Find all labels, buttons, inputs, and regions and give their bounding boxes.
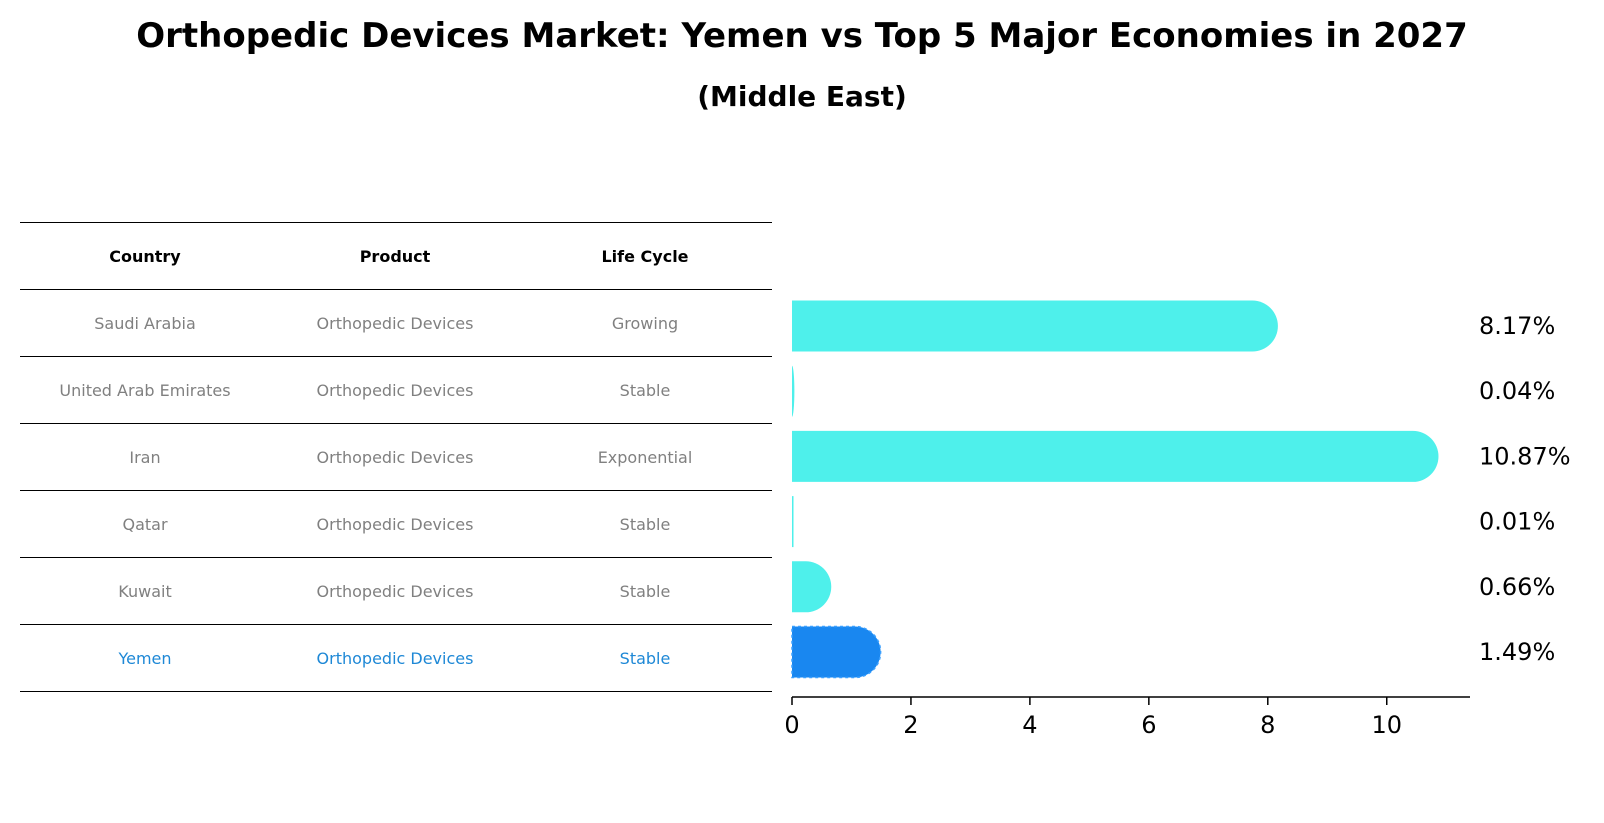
bar-kuwait: [792, 561, 832, 613]
cell-product: Orthopedic Devices: [316, 447, 474, 467]
data-label-saudi-arabia: 8.17%: [1479, 312, 1555, 340]
data-label-qatar: 0.01%: [1479, 508, 1555, 536]
cell-life-cycle: Growing: [611, 313, 679, 333]
x-tick-label: 10: [1371, 711, 1402, 739]
data-label-iran: 10.87%: [1479, 442, 1571, 470]
country-table: Country Product Life Cycle Saudi Arabia …: [20, 222, 772, 692]
cell-product: Orthopedic Devices: [316, 581, 474, 601]
table-row: Iran Orthopedic Devices Exponential: [20, 423, 772, 490]
data-label-united-arab-emirates: 0.04%: [1479, 377, 1555, 405]
cell-life-cycle: Stable: [619, 648, 671, 668]
cell-product: Orthopedic Devices: [316, 648, 474, 668]
cell-country: Iran: [129, 447, 161, 467]
bar-qatar: [792, 496, 794, 548]
data-label-kuwait: 0.66%: [1479, 573, 1555, 601]
bar-yemen: [791, 625, 882, 679]
cell-country: Yemen: [118, 648, 172, 668]
x-tick-label: 4: [1022, 711, 1037, 739]
header-product: Product: [359, 246, 431, 266]
x-tick-label: 2: [903, 711, 918, 739]
cell-product: Orthopedic Devices: [316, 514, 474, 534]
cell-product: Orthopedic Devices: [316, 313, 474, 333]
chart-subtitle: (Middle East): [697, 80, 907, 113]
cell-country: Kuwait: [118, 581, 172, 601]
cell-country: United Arab Emirates: [59, 380, 231, 400]
cell-life-cycle: Stable: [619, 581, 671, 601]
chart-title: Orthopedic Devices Market: Yemen vs Top …: [136, 16, 1468, 56]
header-country: Country: [109, 246, 181, 266]
x-tick-label: 0: [784, 711, 799, 739]
table-header-row: Country Product Life Cycle: [20, 222, 772, 289]
table-row: Qatar Orthopedic Devices Stable: [20, 490, 772, 557]
table-row: Kuwait Orthopedic Devices Stable: [20, 557, 772, 624]
bar-united-arab-emirates: [792, 365, 795, 417]
header-life-cycle: Life Cycle: [601, 246, 689, 266]
cell-life-cycle: Exponential: [597, 447, 693, 467]
data-label-yemen: 1.49%: [1479, 638, 1555, 666]
cell-country: Qatar: [122, 514, 168, 534]
table-row: Saudi Arabia Orthopedic Devices Growing: [20, 289, 772, 356]
x-tick-label: 6: [1141, 711, 1156, 739]
bar-saudi-arabia: [792, 300, 1278, 352]
table-row-highlight: Yemen Orthopedic Devices Stable: [20, 624, 772, 692]
cell-life-cycle: Stable: [619, 514, 671, 534]
cell-product: Orthopedic Devices: [316, 380, 474, 400]
x-tick-label: 8: [1260, 711, 1275, 739]
bar-iran: [792, 430, 1439, 482]
cell-country: Saudi Arabia: [94, 313, 196, 333]
table-row: United Arab Emirates Orthopedic Devices …: [20, 356, 772, 423]
cell-life-cycle: Stable: [619, 380, 671, 400]
